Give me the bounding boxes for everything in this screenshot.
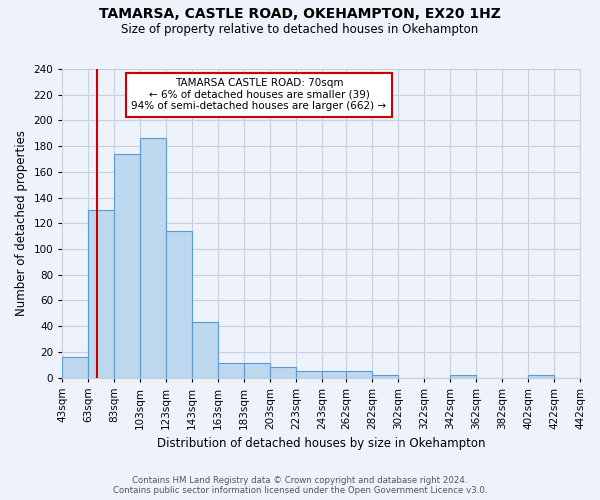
Bar [140,138,166,378]
Bar [322,371,346,378]
Bar [88,210,114,378]
Bar [296,371,322,378]
Text: Size of property relative to detached houses in Okehampton: Size of property relative to detached ho… [121,22,479,36]
Bar [373,375,398,378]
Bar [450,375,476,378]
Y-axis label: Number of detached properties: Number of detached properties [15,130,28,316]
Bar [218,364,244,378]
Bar [114,154,140,378]
Text: TAMARSA, CASTLE ROAD, OKEHAMPTON, EX20 1HZ: TAMARSA, CASTLE ROAD, OKEHAMPTON, EX20 1… [99,8,501,22]
Bar [62,357,88,378]
Bar [244,364,270,378]
Bar [192,322,218,378]
Bar [270,367,296,378]
Bar [528,375,554,378]
Text: Contains HM Land Registry data © Crown copyright and database right 2024.
Contai: Contains HM Land Registry data © Crown c… [113,476,487,495]
Text: TAMARSA CASTLE ROAD: 70sqm
← 6% of detached houses are smaller (39)
94% of semi-: TAMARSA CASTLE ROAD: 70sqm ← 6% of detac… [131,78,386,112]
Bar [166,231,192,378]
Bar [346,371,373,378]
X-axis label: Distribution of detached houses by size in Okehampton: Distribution of detached houses by size … [157,437,485,450]
